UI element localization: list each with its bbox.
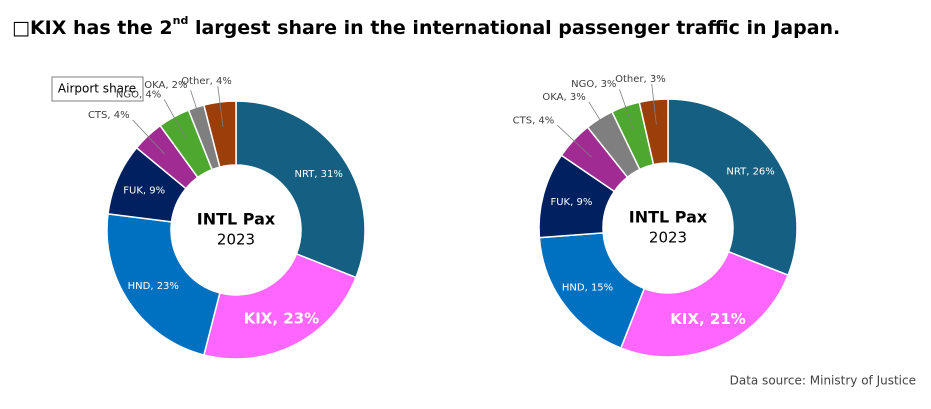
donut-slice — [538, 232, 646, 350]
donut-slice — [235, 100, 366, 279]
leader-line — [217, 86, 224, 127]
slice-label: OKA, 3% — [542, 92, 585, 103]
slice-label: KIX, 23% — [244, 310, 320, 328]
leader-line — [190, 90, 205, 132]
slice-label: KIX, 21% — [670, 310, 746, 328]
title-part: □KIX has the 2 — [12, 17, 173, 39]
legend-box-label: Airport share — [58, 82, 136, 96]
slice-label: NRT, 26% — [726, 167, 774, 178]
slice-label: Other, 3% — [615, 74, 666, 85]
slice-label: NRT, 31% — [295, 169, 343, 180]
donut-slice — [203, 252, 357, 360]
page-title: □KIX has the 2nd largest share in the in… — [12, 14, 840, 39]
slice-label: CTS, 4% — [88, 110, 130, 121]
leader-line — [619, 89, 635, 130]
center-subtitle: 2023 — [217, 231, 255, 249]
source: Data source: Ministry of Justice — [730, 374, 916, 388]
center-title: INTL Pax — [629, 208, 708, 227]
slice-label: NGO, 3% — [571, 79, 616, 90]
donut-slice — [667, 98, 798, 277]
slice-label: OKA, 2% — [144, 80, 187, 91]
slice-label: FUK, 9% — [123, 185, 165, 196]
leader-line — [163, 99, 187, 140]
leader-line — [132, 119, 166, 155]
legend-box — [51, 76, 144, 102]
slice-label: Other, 4% — [181, 76, 232, 87]
center-subtitle: 2023 — [649, 229, 687, 247]
donut-slice — [106, 212, 221, 356]
donut-slice — [203, 100, 237, 168]
leader-line — [651, 83, 657, 125]
title-part: largest share in the international passe… — [188, 17, 840, 39]
slice-label: HND, 23% — [128, 281, 179, 292]
leader-line — [557, 125, 593, 158]
center-title: INTL Pax — [197, 210, 276, 229]
slice-label: FUK, 9% — [550, 197, 592, 208]
slice-label: HND, 15% — [562, 282, 613, 293]
donut-slice — [619, 250, 790, 358]
title-sup: nd — [173, 14, 189, 27]
slice-label: CTS, 4% — [513, 115, 555, 126]
leader-line — [588, 101, 614, 141]
donut-slice — [638, 98, 669, 166]
slice-label: NGO, 4% — [116, 89, 161, 100]
